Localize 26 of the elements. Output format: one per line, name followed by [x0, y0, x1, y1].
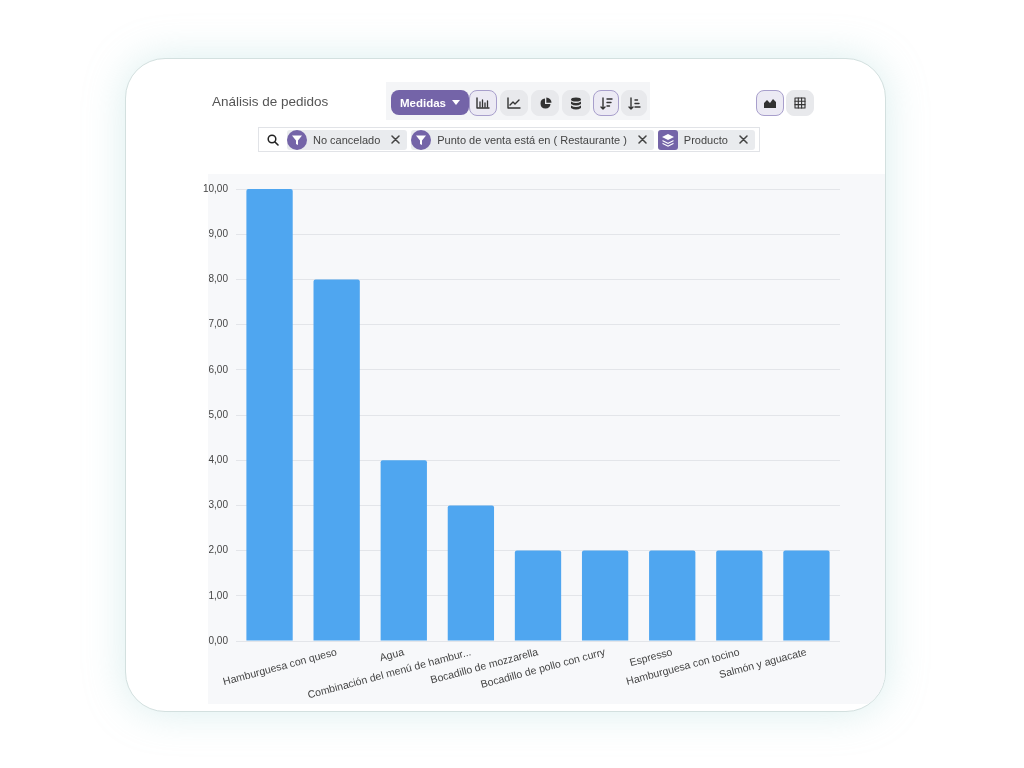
bar [447, 505, 495, 641]
filter-chip: Producto [657, 129, 755, 150]
y-tick-label: 8,00 [208, 273, 229, 285]
bar [581, 550, 629, 641]
y-tick-label: 9,00 [208, 227, 229, 239]
y-tick-label: 2,00 [208, 544, 229, 556]
y-tick-label: 10,00 [202, 182, 229, 194]
bar [313, 279, 360, 641]
y-tick-label: 4,00 [208, 453, 229, 465]
y-tick-label: 5,00 [208, 408, 229, 420]
bar [716, 550, 763, 641]
chart-title: Análisis de pedidos [212, 94, 329, 110]
y-tick-label: 7,00 [208, 318, 229, 330]
y-tick-label: 0,00 [208, 634, 229, 646]
bar [246, 189, 293, 641]
bar [649, 550, 696, 641]
bar [783, 550, 830, 641]
x-tick-label: Agua [378, 645, 406, 664]
y-tick-label: 1,00 [208, 589, 229, 601]
filter-chip: No cancelado [287, 129, 408, 150]
filter-chip: Punto de venta está en ( Restaurante ) [411, 129, 654, 150]
bar [514, 550, 562, 641]
bar [380, 460, 427, 641]
dropdown-button: Medidas [391, 90, 469, 115]
y-tick-label: 3,00 [208, 499, 229, 511]
y-tick-label: 6,00 [208, 363, 229, 375]
